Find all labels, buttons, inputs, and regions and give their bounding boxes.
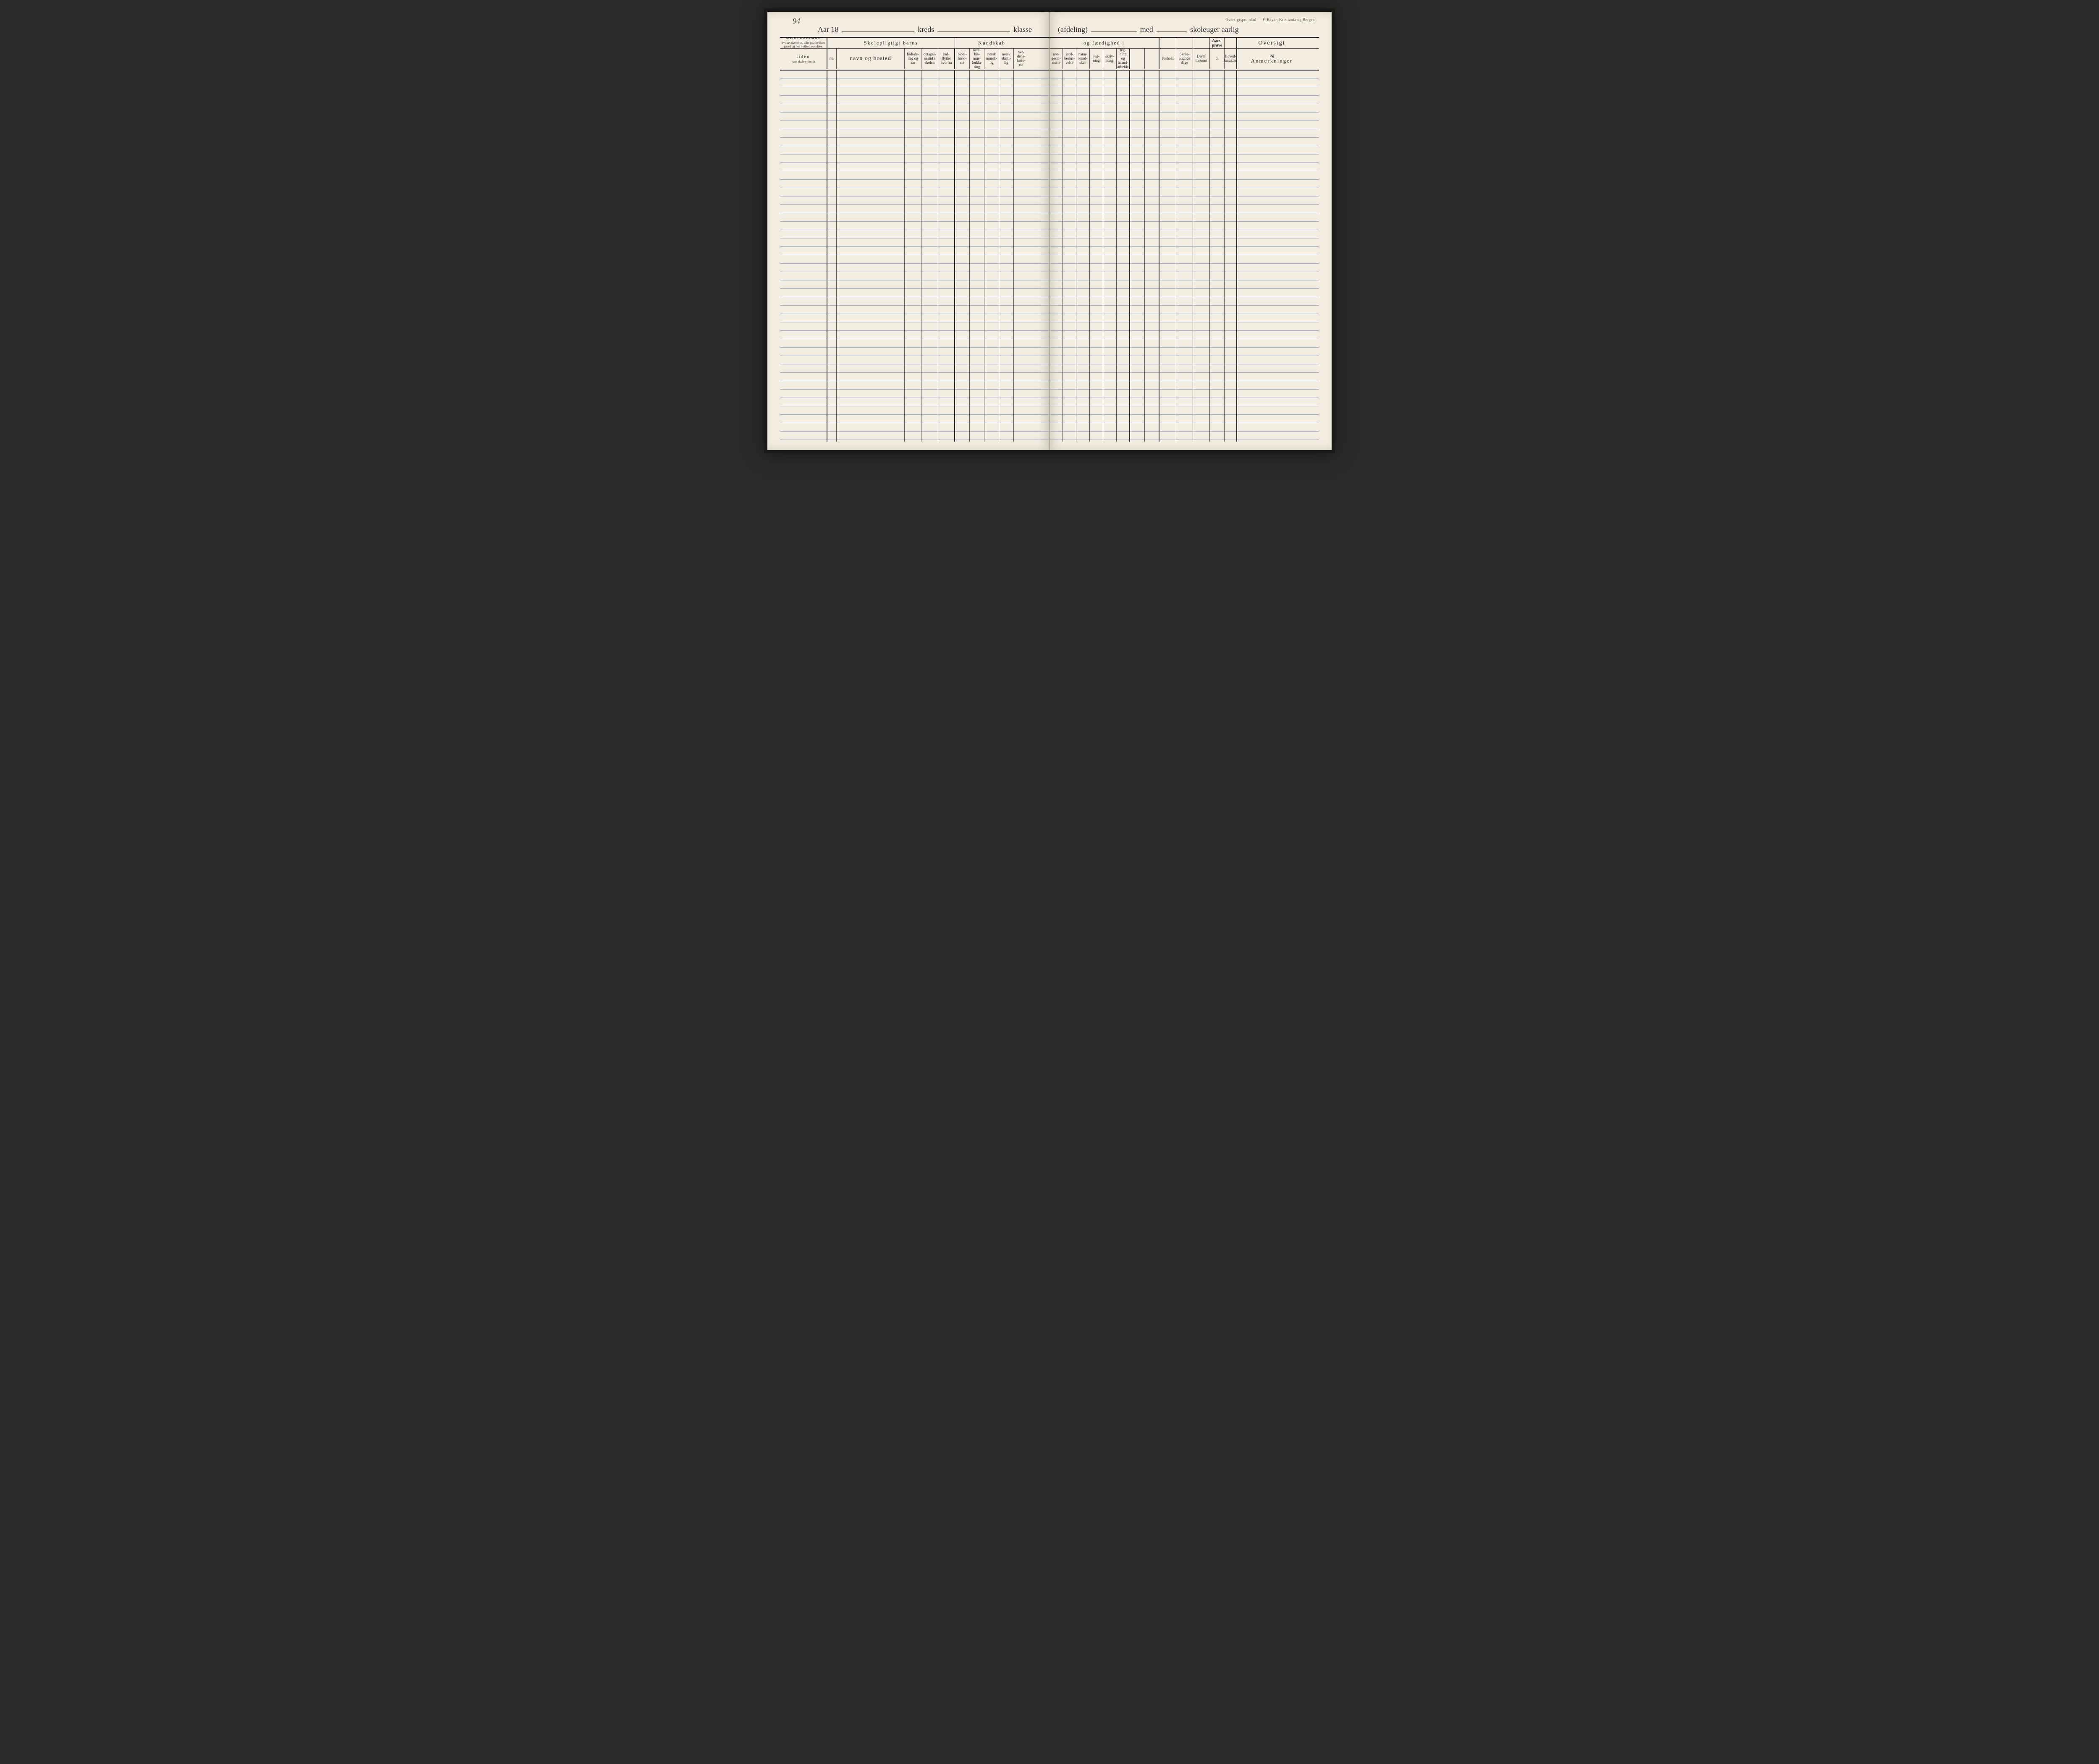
title-row-right: (afdeling) med skoleuger aarlig — [1050, 24, 1332, 37]
col — [1050, 71, 1063, 442]
col — [1225, 71, 1237, 442]
hdr-fodsels: fødsels- dag og aar — [905, 49, 921, 69]
title-row-left: Aar 18 kreds klasse — [767, 24, 1049, 37]
blank — [1157, 24, 1187, 32]
hdr-anmerkninger: og Anmerkninger — [1237, 49, 1306, 69]
hdr-norges: nor- geshi- storie — [1050, 49, 1063, 69]
col — [1210, 71, 1225, 442]
header-left: Skolestedet hvilket skolehus, eller paa … — [780, 37, 1049, 71]
label-anm: Anmerkninger — [1251, 58, 1293, 64]
label: tiden — [797, 54, 810, 59]
hdr-spacer — [1225, 38, 1237, 48]
hdr-optagel: optagel- sestid i skolen — [921, 49, 938, 69]
label-sub: naar skole er holdt — [792, 60, 815, 63]
hdr-forhold: Forhold — [1159, 49, 1176, 69]
title-skoleuger: skoleuger aarlig — [1190, 25, 1238, 34]
hdr-tegning: teg- ning og haand- arbeide — [1117, 49, 1130, 69]
publisher-imprint: Oversigtsprotokol — F. Beyer, Kristiania… — [1225, 18, 1315, 22]
hdr-skrivning: skriv- ning — [1103, 49, 1117, 69]
col — [827, 71, 837, 442]
hdr-spacer — [1159, 38, 1176, 48]
title-kreds: kreds — [918, 25, 934, 34]
hdr-kundskab: Kundskab — [955, 38, 1029, 48]
hdr-norsk-m: norsk mundt- lig — [984, 49, 999, 69]
col — [955, 71, 970, 442]
hdr-norsk-s: norsk skrift- lig — [999, 49, 1014, 69]
col — [970, 71, 984, 442]
grid-left — [780, 71, 1049, 442]
hdr-tiden: tiden naar skole er holdt — [780, 49, 827, 69]
col — [780, 71, 827, 442]
col — [1076, 71, 1090, 442]
col — [999, 71, 1014, 442]
hdr-natur: natur- kund- skab — [1076, 49, 1090, 69]
hdr-skolepligtigt: Skolepligtigt barns — [827, 38, 955, 48]
vertical-rules — [780, 71, 1049, 442]
col — [938, 71, 955, 442]
hdr-spacer — [1193, 38, 1210, 48]
left-page: 94 Aar 18 kreds klasse Skolestedet hvilk… — [767, 12, 1050, 450]
grid-right — [1050, 71, 1319, 442]
blank — [1091, 24, 1137, 32]
col — [905, 71, 921, 442]
title-klasse: klasse — [1013, 25, 1032, 34]
hdr-hovedkarakter: Hoved- karakter — [1225, 49, 1237, 69]
col — [1176, 71, 1193, 442]
hdr-no: no. — [827, 49, 837, 69]
hdr-d: d. — [1210, 49, 1225, 69]
col — [921, 71, 938, 442]
hdr-jord: jord- beskri- velse — [1063, 49, 1076, 69]
hdr-navn: navn og bosted — [837, 49, 905, 69]
hdr-bibel: bibel- histo- rie — [955, 49, 970, 69]
header-row1: og færdighed i Aars- prøve Oversigt — [1050, 38, 1319, 49]
col — [1090, 71, 1103, 442]
hdr-regning: reg- ning — [1090, 49, 1103, 69]
hdr-oversigt: Oversigt — [1237, 38, 1306, 48]
hdr-skolestedet: Skolestedet hvilket skolehus, eller paa … — [780, 38, 827, 48]
header-row1: Skolestedet hvilket skolehus, eller paa … — [780, 38, 1049, 49]
hdr-indflyttet: ind- flyttet hvorfra — [938, 49, 955, 69]
label: Skolestedet — [786, 38, 821, 40]
col — [1103, 71, 1117, 442]
hdr-verdens: ver- dens- histo- rie — [1014, 49, 1029, 69]
col — [1130, 71, 1145, 442]
blank-kreds — [937, 24, 1010, 32]
col — [1145, 71, 1159, 442]
hdr-spacer — [1130, 49, 1145, 69]
col — [1063, 71, 1076, 442]
header-row2: tiden naar skole er holdt no. navn og bo… — [780, 49, 1049, 69]
label-sub: hvilket skolehus, eller paa hvilken gaar… — [781, 41, 826, 48]
col — [984, 71, 999, 442]
ledger-book: 94 Aar 18 kreds klasse Skolestedet hvilk… — [764, 8, 1335, 453]
title-aar: Aar 18 — [818, 25, 838, 34]
header-right: og færdighed i Aars- prøve Oversigt nor-… — [1050, 37, 1319, 71]
right-page: Oversigtsprotokol — F. Beyer, Kristiania… — [1050, 12, 1332, 450]
col — [1117, 71, 1130, 442]
header-row2: nor- geshi- storie jord- beskri- velse n… — [1050, 49, 1319, 69]
col — [1237, 71, 1306, 442]
hdr-ogfaerdighed: og færdighed i — [1050, 38, 1159, 48]
hdr-skolepligtige: Skole- pligtige dage — [1176, 49, 1193, 69]
col — [1014, 71, 1029, 442]
hdr-spacer — [1145, 49, 1159, 69]
blank-year — [842, 24, 914, 32]
hdr-aarsprove: Aars- prøve — [1210, 38, 1225, 48]
col — [837, 71, 905, 442]
hdr-spacer — [1176, 38, 1193, 48]
col — [1193, 71, 1210, 442]
col — [1159, 71, 1176, 442]
title-afdeling: (afdeling) — [1058, 25, 1088, 34]
hdr-kate: kate- kis- mus- forkla- ring — [970, 49, 984, 69]
vertical-rules — [1050, 71, 1319, 442]
hdr-deraf: Deraf forsømt — [1193, 49, 1210, 69]
title-med: med — [1140, 25, 1153, 34]
